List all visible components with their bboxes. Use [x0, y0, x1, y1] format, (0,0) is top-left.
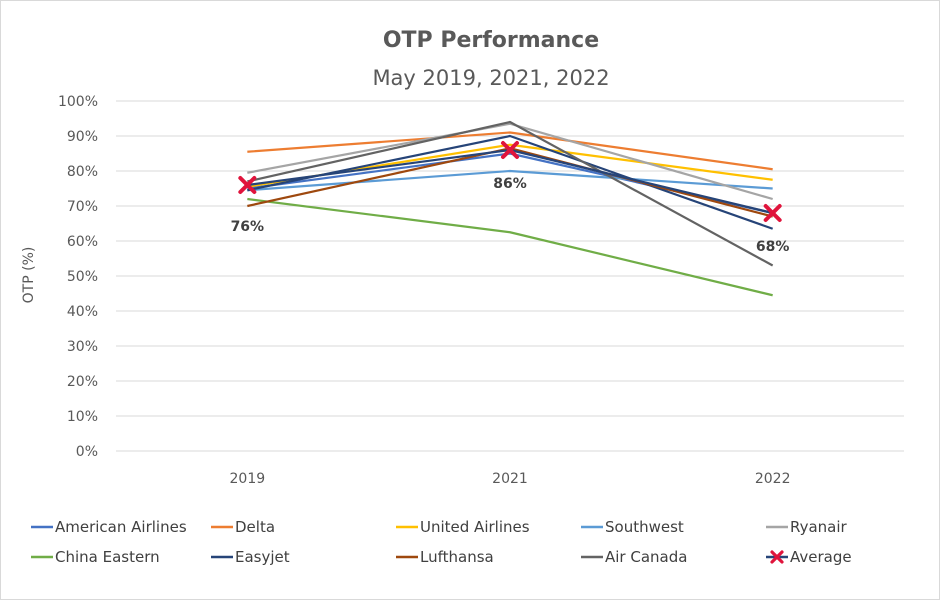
y-tick-label: 50%: [67, 269, 98, 285]
data-label: 68%: [756, 239, 790, 255]
y-tick-label: 20%: [67, 374, 98, 390]
legend-label: Air Canada: [605, 548, 687, 566]
legend: American Airlines Delta United Airlines Sou…: [31, 518, 852, 566]
legend-item-delta: Delta: [211, 518, 275, 536]
legend-item-easyjet: Easyjet: [211, 548, 290, 566]
chart-title: OTP Performance: [383, 28, 599, 53]
legend-label: Lufthansa: [420, 548, 494, 566]
data-label: 76%: [231, 219, 265, 235]
x-tick-label: 2021: [492, 471, 528, 487]
legend-label: Southwest: [605, 518, 684, 536]
series-line-ryanair: [247, 122, 773, 201]
legend-item-ryanair: Ryanair: [766, 518, 848, 536]
legend-label: American Airlines: [55, 518, 187, 536]
legend-label: Average: [790, 548, 852, 566]
legend-label: China Eastern: [55, 548, 160, 566]
legend-item-american-airlines: American Airlines: [31, 518, 187, 536]
series-line-easyjet: [247, 134, 774, 230]
x-tick-label: 2019: [230, 471, 266, 487]
y-tick-label: 30%: [67, 339, 98, 355]
y-tick-label: 40%: [67, 304, 98, 320]
legend-label: Easyjet: [235, 548, 290, 566]
y-tick-label: 70%: [67, 199, 98, 215]
y-tick-label: 10%: [67, 409, 98, 425]
data-labels: 76% 86% 68%: [231, 176, 790, 255]
series-line-southwest: [247, 169, 773, 192]
legend-item-china-eastern: China Eastern: [31, 548, 160, 566]
y-tick-labels: 0% 10% 20% 30% 40% 50% 60% 70% 80% 90% 100%: [58, 94, 98, 460]
series-line-delta: [247, 131, 773, 171]
average-marker: [501, 141, 519, 159]
y-tick-label: 90%: [67, 129, 98, 145]
y-tick-label: 0%: [76, 444, 98, 460]
y-axis-title: OTP (%): [21, 247, 37, 304]
chart-subtitle: May 2019, 2021, 2022: [372, 66, 609, 90]
series-lines: [247, 120, 774, 297]
legend-item-lufthansa: Lufthansa: [396, 548, 494, 566]
legend-item-united-airlines: United Airlines: [396, 518, 530, 536]
legend-label: United Airlines: [420, 518, 530, 536]
series-line-air-canada: [247, 120, 774, 267]
legend-label: Ryanair: [790, 518, 848, 536]
y-tick-label: 80%: [67, 164, 98, 180]
legend-item-air-canada: Air Canada: [581, 548, 687, 566]
x-tick-label: 2022: [755, 471, 791, 487]
average-marker: [238, 176, 257, 194]
legend-item-average: Average: [766, 548, 852, 566]
legend-label: Delta: [235, 518, 275, 536]
average-markers: [238, 141, 782, 222]
average-marker: [763, 204, 782, 222]
y-tick-label: 100%: [58, 94, 98, 110]
data-label: 86%: [493, 176, 527, 192]
x-tick-labels: 2019 2021 2022: [230, 471, 791, 487]
series-line-china-eastern: [247, 197, 773, 297]
legend-item-southwest: Southwest: [581, 518, 684, 536]
y-tick-label: 60%: [67, 234, 98, 250]
